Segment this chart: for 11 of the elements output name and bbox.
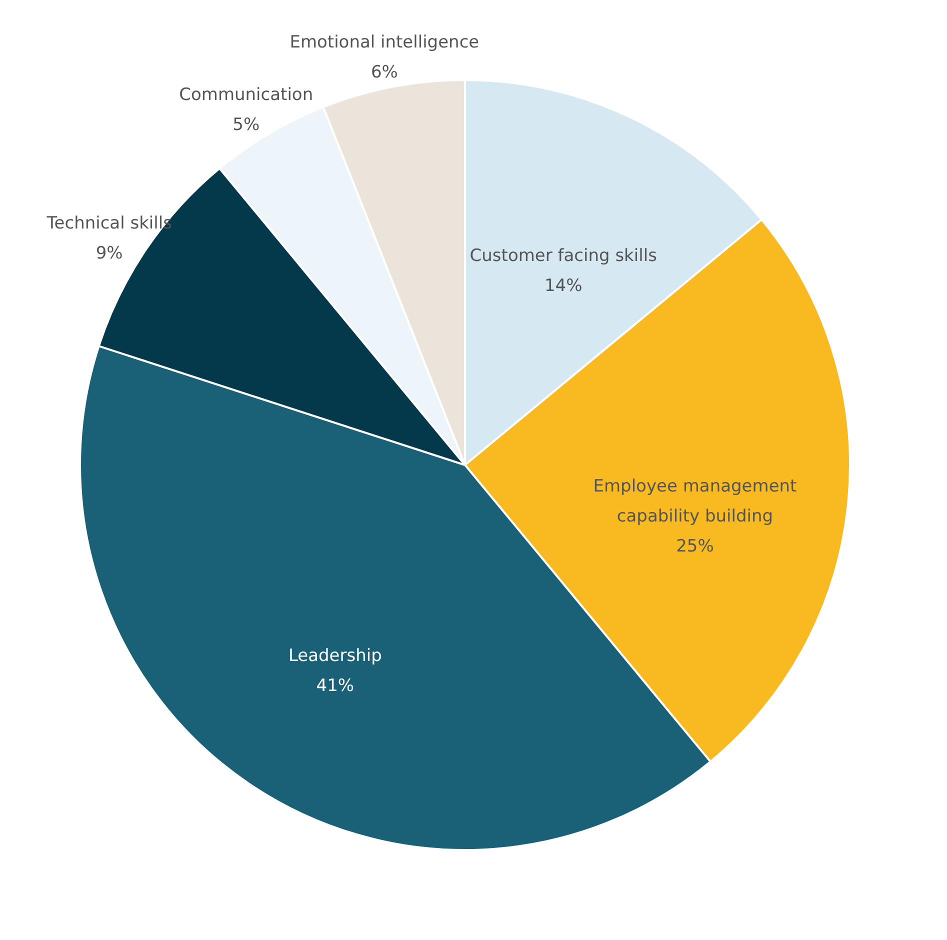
data-label: 41% <box>316 676 354 696</box>
data-label: 25% <box>676 536 714 557</box>
data-label: 6% <box>370 62 398 83</box>
data-label: 5% <box>232 114 260 135</box>
data-label: 9% <box>96 243 123 264</box>
slice-label: Emotional intelligence <box>290 32 480 53</box>
slice-label: Leadership <box>288 646 382 666</box>
slice-label: Customer facing skills <box>470 246 658 266</box>
data-label: 14% <box>544 276 582 296</box>
slice-label: Employee management capability building <box>593 476 798 527</box>
slice-label: Communication <box>179 84 314 105</box>
